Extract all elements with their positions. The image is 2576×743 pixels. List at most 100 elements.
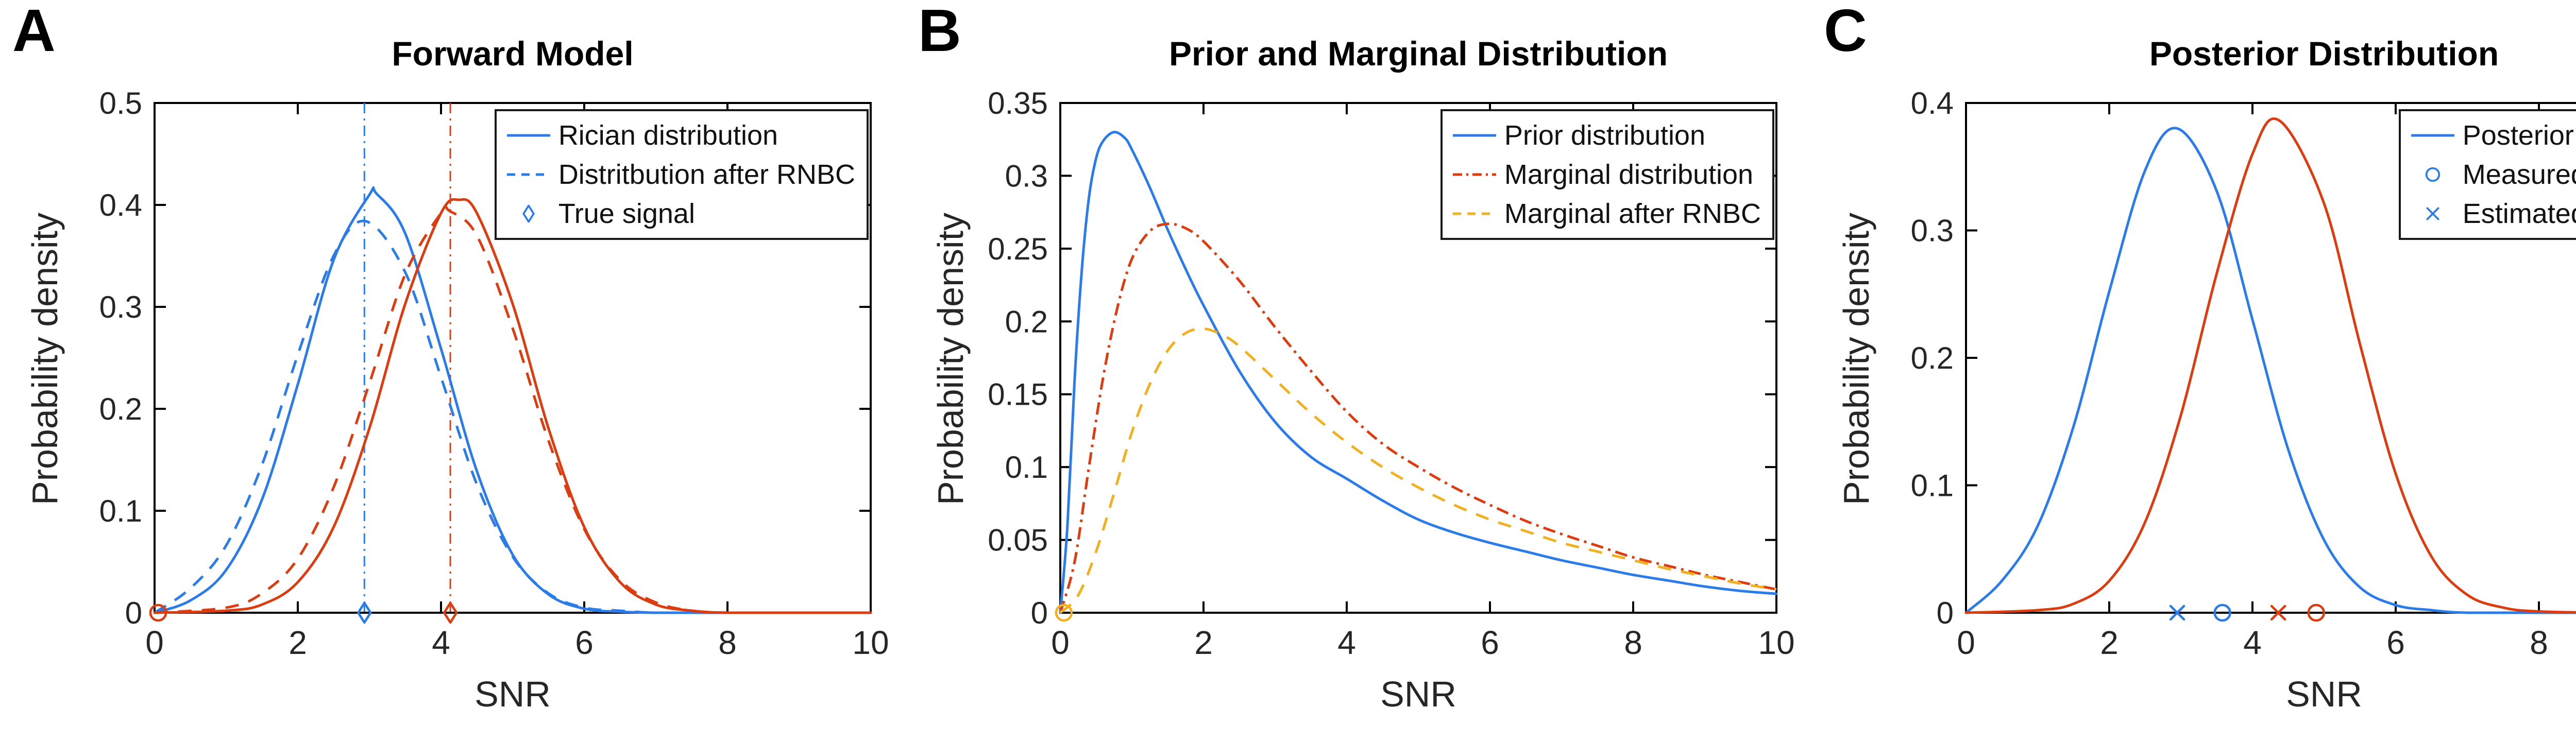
x-tick-label: 4 [432, 624, 450, 661]
estimated-signal-marker-low [2169, 604, 2185, 621]
y-tick-label: 0.4 [99, 188, 142, 222]
panel-letter-a: A [12, 0, 56, 64]
x-tick-label: 0 [145, 624, 164, 661]
y-tick-label: 0.1 [1911, 469, 1954, 503]
legend-line-sample-icon [2411, 134, 2454, 137]
posterior-pdf-high-curve [1964, 117, 2576, 614]
y-tick-label: 0.2 [1005, 304, 1048, 339]
panel-title: Prior and Marginal Distribution [1168, 34, 1668, 73]
panel-letter-b: B [918, 0, 961, 64]
x-tick-label: 0 [1957, 624, 1975, 661]
y-tick-label: 0 [1031, 596, 1048, 630]
legend-line-sample-icon [1452, 212, 1496, 215]
measured-signal-marker-low [2213, 603, 2231, 622]
panel-title: Forward Model [392, 34, 634, 73]
legend-item-distritbution-after-rnbc: Distritbution after RNBC [505, 159, 855, 191]
y-tick-label: 0.3 [1005, 159, 1048, 193]
x-tick-label: 10 [1758, 624, 1794, 661]
legend-circle-icon [2425, 167, 2440, 182]
rician-distribution-low-snr-curve [153, 186, 872, 614]
origin-circle-marker [1055, 603, 1073, 622]
distribution-after-rnbc-low-snr-curve [154, 219, 871, 614]
y-tick-label: 0.1 [99, 494, 142, 528]
legend-label: Posterior PDF [2462, 120, 2576, 151]
panel-posterior: C Posterior Distribution Probability den… [1811, 0, 2576, 743]
legend-diamond-icon [522, 204, 535, 223]
true-signal-marker-low [357, 601, 372, 624]
x-tick-label: 6 [2386, 624, 2405, 661]
legend-item-marginal-after-rnbc: Marginal after RNBC [1451, 198, 1761, 230]
x-tick-label: 6 [575, 624, 594, 661]
plot-area: 0 2 4 6 8 10 0 0.05 0.1 0.15 0.2 0.25 0.3 0.35 [988, 86, 1794, 661]
panel-letter-c: C [1824, 0, 1867, 64]
legend-label: True signal [558, 198, 695, 229]
y-tick-label: 0.05 [988, 523, 1048, 558]
marginal-distribution-curve [1059, 222, 1777, 613]
x-axis-label: SNR [2286, 674, 2362, 714]
legend: Prior distribution Marginal distribution M… [1440, 109, 1774, 240]
legend-label: Marginal distribution [1504, 159, 1754, 190]
marginal-after-rnbc-curve [1059, 327, 1777, 614]
y-tick-label: 0 [125, 596, 142, 630]
x-tick-label: 0 [1051, 624, 1070, 661]
legend: Posterior PDF Measured signal Estimated si… [2398, 109, 2576, 240]
legend-line-sample-icon [506, 134, 550, 137]
x-axis-label: SNR [1380, 674, 1456, 714]
legend: Rician distribution Distritbution after R… [494, 109, 869, 240]
legend-marker [522, 204, 535, 223]
axes-frame [1059, 102, 1777, 614]
legend-marker [2425, 167, 2440, 182]
y-tick-label: 0.2 [99, 392, 142, 426]
legend-label: Prior distribution [1504, 120, 1705, 151]
x-tick-label: 8 [2530, 624, 2548, 661]
legend-label: Distritbution after RNBC [558, 159, 855, 190]
x-tick-label: 4 [2243, 624, 2262, 661]
y-tick-label: 0.35 [988, 86, 1048, 120]
true-signal-marker-high [443, 601, 458, 624]
x-tick-label: 6 [1481, 624, 1499, 661]
posterior-pdf-low-curve [1964, 127, 2576, 614]
x-tick-label: 2 [289, 624, 307, 661]
legend-item-prior-distribution: Prior distribution [1451, 119, 1761, 151]
x-tick-label: 8 [718, 624, 737, 661]
y-tick-label: 0.15 [988, 377, 1048, 412]
x-tick-label: 4 [1337, 624, 1356, 661]
estimated-signal-marker-high [2270, 604, 2286, 621]
legend-line-sample-icon [506, 173, 550, 176]
legend-item-marginal-distribution: Marginal distribution [1451, 159, 1761, 191]
y-tick-label: 0.3 [1911, 214, 1954, 248]
rician-distribution-high-snr-curve [153, 198, 872, 614]
y-tick-label: 0.2 [1911, 341, 1954, 375]
panel-title: Posterior Distribution [2149, 34, 2499, 73]
legend-label: Estimated signal [2462, 198, 2576, 229]
legend-item-rician-distribution: Rician distribution [505, 119, 855, 151]
y-tick-label: 0 [1937, 596, 1954, 630]
legend-item-posterior-pdf: Posterior PDF [2409, 119, 2576, 151]
origin-circle-marker [149, 603, 167, 622]
legend-item-true-signal: True signal [505, 198, 855, 230]
y-tick-label: 0.1 [1005, 450, 1048, 485]
measured-signal-marker-high [2307, 603, 2325, 622]
x-tick-label: 2 [1194, 624, 1213, 661]
axes-frame [154, 102, 872, 614]
y-tick-label: 0.25 [988, 232, 1048, 266]
legend-x-icon [2426, 207, 2439, 220]
legend-item-estimated-signal: Estimated signal [2409, 198, 2576, 230]
legend-line-sample-icon [1452, 173, 1496, 176]
legend-label: Rician distribution [558, 120, 778, 151]
y-tick-label: 0.4 [1911, 86, 1954, 120]
y-tick-label: 0.3 [99, 290, 142, 324]
panel-prior-marginal: B Prior and Marginal Distribution Probab… [906, 0, 1811, 743]
plot-area: 0 2 4 6 8 10 0 0.1 0.2 0.3 0.4 0.5 [99, 86, 889, 661]
legend-label: Measured signal [2462, 159, 2576, 190]
legend-item-measured-signal: Measured signal [2409, 159, 2576, 191]
prior-distribution-curve [1059, 131, 1778, 614]
legend-line-sample-icon [1452, 134, 1496, 137]
legend-label: Marginal after RNBC [1504, 198, 1761, 229]
x-tick-label: 8 [1624, 624, 1642, 661]
x-axis-label: SNR [474, 674, 551, 714]
y-tick-label: 0.5 [99, 86, 142, 120]
